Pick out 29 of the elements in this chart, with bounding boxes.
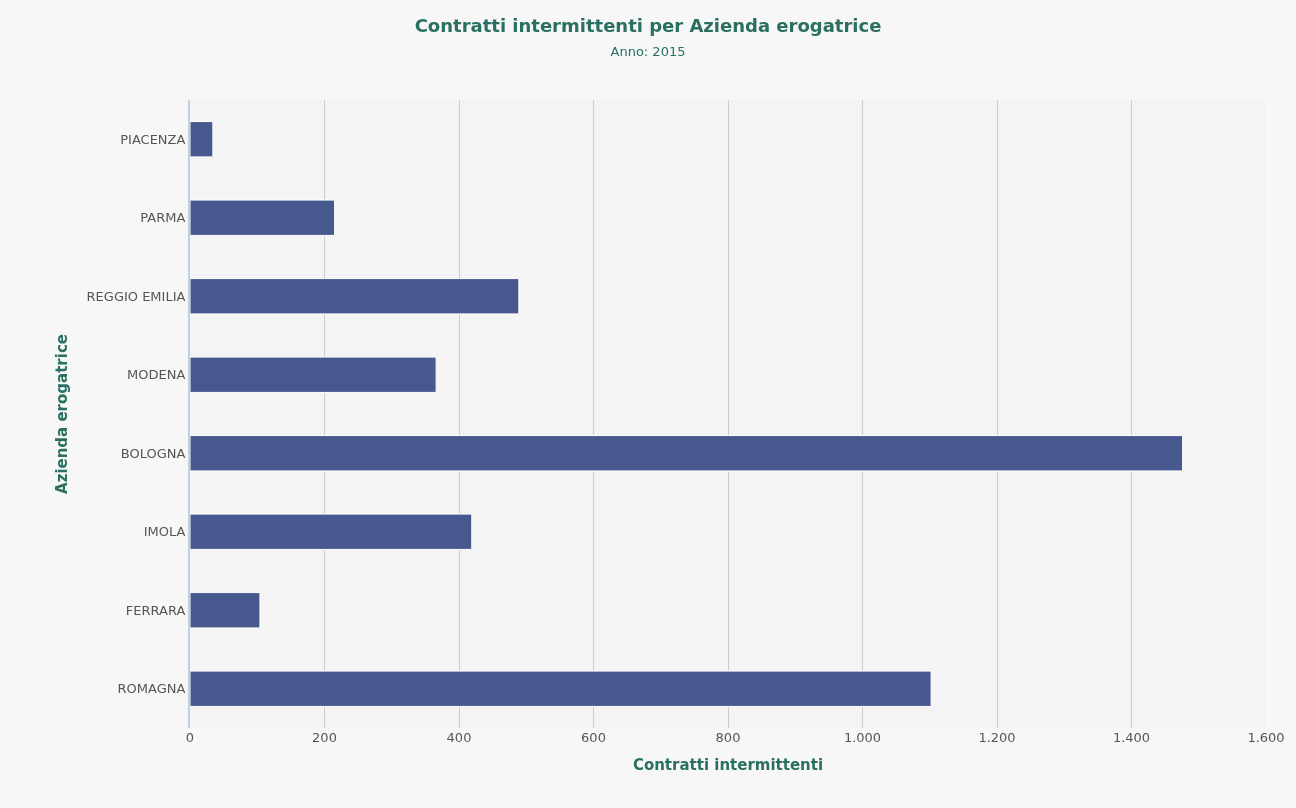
x-tick-label: 1.400: [1112, 730, 1151, 745]
y-tick-label: FERRARA: [125, 602, 186, 618]
x-tick-label: 1.600: [1247, 730, 1285, 745]
y-tick-label: REGGIO EMILIA: [86, 288, 186, 304]
x-tick-label: 800: [715, 730, 741, 745]
chart-title: Contratti intermittenti per Azienda erogatrice: [414, 15, 882, 37]
bar: [190, 435, 1184, 472]
x-tick-label: 1.000: [843, 730, 882, 745]
x-tick-label: 600: [581, 730, 606, 745]
bar: [190, 513, 473, 550]
y-tick-label: ROMAGNA: [117, 681, 186, 697]
x-axis-title: Contratti intermittenti: [632, 756, 824, 774]
bar: [190, 356, 437, 393]
y-tick-label: MODENA: [127, 367, 186, 383]
bar: [190, 592, 261, 629]
y-tick-label: IMOLA: [143, 524, 186, 540]
bar: [190, 278, 520, 315]
x-tick-label: 200: [312, 730, 337, 745]
x-tick-label: 400: [446, 730, 472, 745]
y-axis-title: Azienda erogatrice: [53, 334, 72, 494]
y-tick-label: PIACENZA: [120, 131, 186, 147]
y-tick-label: BOLOGNA: [120, 445, 186, 461]
chart-subtitle: Anno: 2015: [610, 43, 686, 59]
bar: [190, 670, 932, 707]
x-tick-label: 0: [185, 730, 195, 745]
y-tick-label: PARMA: [140, 210, 186, 226]
bar: [190, 121, 214, 158]
x-tick-label: 1.200: [978, 730, 1016, 745]
bar: [190, 199, 336, 236]
